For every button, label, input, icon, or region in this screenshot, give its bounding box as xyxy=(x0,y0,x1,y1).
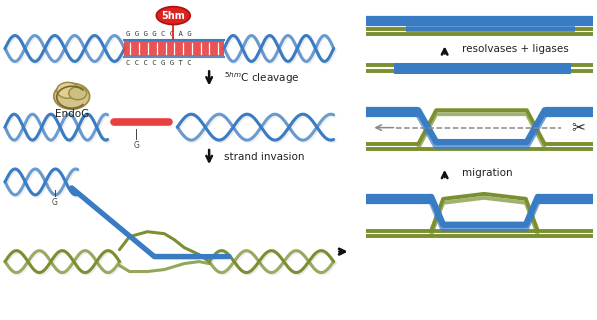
Text: resolvases + ligases: resolvases + ligases xyxy=(461,44,568,54)
Text: 5hm: 5hm xyxy=(161,11,185,20)
Ellipse shape xyxy=(69,87,87,100)
Bar xyxy=(395,63,571,74)
Text: G G G G C C A G: G G G G C C A G xyxy=(127,31,192,37)
Text: ✂: ✂ xyxy=(572,119,586,137)
Text: strand invasion: strand invasion xyxy=(224,152,304,162)
Text: migration: migration xyxy=(461,168,512,178)
Bar xyxy=(125,41,224,56)
Ellipse shape xyxy=(54,83,90,109)
Text: G: G xyxy=(52,198,58,207)
Text: EndoG: EndoG xyxy=(54,109,89,119)
Ellipse shape xyxy=(57,82,79,98)
Ellipse shape xyxy=(156,7,190,25)
Text: $^{5hm}$C cleavage: $^{5hm}$C cleavage xyxy=(224,70,300,86)
Text: C C C C G G T C: C C C C G G T C xyxy=(127,60,192,66)
Text: G: G xyxy=(134,141,139,150)
